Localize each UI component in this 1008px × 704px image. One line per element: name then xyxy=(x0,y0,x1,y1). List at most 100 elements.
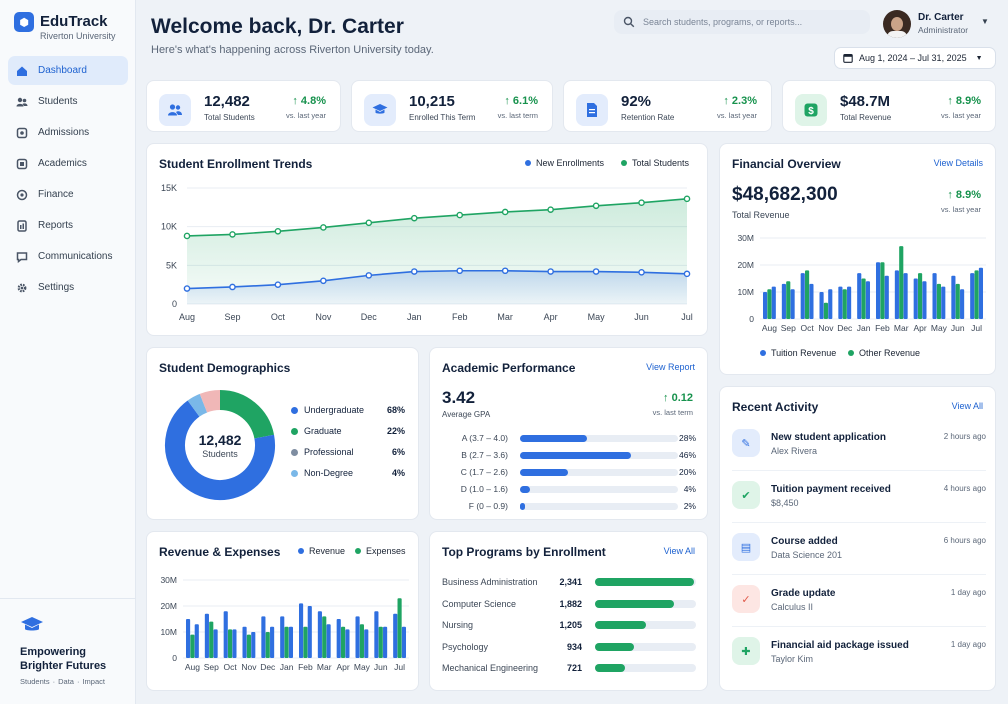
program-row[interactable]: Psychology 934 xyxy=(442,640,696,654)
activity-title: Tuition payment received xyxy=(771,484,891,495)
bar xyxy=(317,611,322,658)
program-count: 2,341 xyxy=(559,577,582,587)
sidebar-item-label: Students xyxy=(38,96,78,107)
kpi-value: 10,215 xyxy=(409,93,455,110)
legend-tuition-revenue: Tuition Revenue xyxy=(760,348,836,358)
x-tick-label: Dec xyxy=(260,662,276,672)
data-point xyxy=(638,268,645,276)
activity-time: 4 hours ago xyxy=(943,484,986,493)
user-name[interactable]: Dr. Carter xyxy=(918,12,964,23)
demographics-card: Student Demographics 12,482 Students Und… xyxy=(146,347,419,520)
kpi-label: Enrolled This Term xyxy=(409,113,476,122)
divider xyxy=(732,574,986,575)
sidebar-item-academics[interactable]: Academics xyxy=(8,149,128,178)
donut-slice xyxy=(187,393,208,417)
data-point xyxy=(183,232,191,240)
x-tick-label: Jan xyxy=(857,323,871,333)
sidebar-item-communications[interactable]: Communications xyxy=(8,242,128,271)
sidebar-item-settings[interactable]: Settings xyxy=(8,273,128,302)
y-tick-label: 5K xyxy=(166,260,177,270)
activity-time: 1 day ago xyxy=(950,588,986,597)
bar xyxy=(393,613,398,658)
user-role: Administrator xyxy=(918,25,969,35)
activity-item[interactable]: ▤ Course added Data Science 201 6 hours ago xyxy=(732,531,986,575)
view-details-link[interactable]: View Details xyxy=(933,158,983,168)
bar xyxy=(232,629,237,658)
kpi-card-retention[interactable]: 92% Retention Rate ↑ 2.3% vs. last year xyxy=(563,80,772,132)
x-tick-label: Sep xyxy=(204,662,219,672)
avatar[interactable] xyxy=(883,10,911,38)
x-tick-label: Apr xyxy=(336,662,349,672)
kpi-change: ↑ 4.8% xyxy=(292,95,326,107)
y-tick-label: 30M xyxy=(737,233,754,243)
kpi-card-total-students[interactable]: 12,482 Total Students ↑ 4.8% vs. last ye… xyxy=(146,80,341,132)
reports-icon xyxy=(16,219,28,232)
search-icon xyxy=(623,16,635,28)
top-programs-card: Top Programs by Enrollment View All Busi… xyxy=(429,531,708,691)
bar xyxy=(970,273,975,319)
svg-text:$: $ xyxy=(808,106,814,117)
sidebar-item-label: Admissions xyxy=(38,127,90,138)
series-line xyxy=(186,269,688,290)
sidebar-item-admissions[interactable]: Admissions xyxy=(8,118,128,147)
activity-item[interactable]: ✎ New student application Alex Rivera 2 hou… xyxy=(732,427,986,471)
bar xyxy=(326,624,331,658)
x-tick-label: Feb xyxy=(298,662,313,672)
kpi-value: $48.7M xyxy=(840,93,891,110)
bar xyxy=(364,629,369,658)
chevron-down-icon[interactable]: ▼ xyxy=(981,17,989,26)
program-row[interactable]: Nursing 1,205 xyxy=(442,618,696,632)
sidebar-item-students[interactable]: Students xyxy=(8,87,128,116)
view-all-programs-link[interactable]: View All xyxy=(663,546,695,556)
program-row[interactable]: Business Administration 2,341 xyxy=(442,575,696,589)
donut-slice xyxy=(165,400,275,500)
date-range-button[interactable]: Aug 1, 2024 – Jul 31, 2025 ▼ xyxy=(834,47,996,69)
program-bar-fill xyxy=(595,621,646,629)
x-tick-label: Aug xyxy=(185,662,200,672)
bar xyxy=(322,616,327,658)
data-point xyxy=(320,277,327,285)
kpi-label: Retention Rate xyxy=(621,113,675,122)
home-icon xyxy=(16,65,28,77)
search-input[interactable] xyxy=(643,17,853,27)
sidebar-item-dashboard[interactable]: Dashboard xyxy=(8,56,128,85)
bar xyxy=(209,621,214,658)
program-row[interactable]: Computer Science 1,882 xyxy=(442,597,696,611)
data-point xyxy=(365,219,373,227)
x-tick-label: Nov xyxy=(315,312,332,322)
program-row[interactable]: Mechanical Engineering 721 xyxy=(442,661,696,675)
sidebar-item-finance[interactable]: Finance xyxy=(8,180,128,209)
search-bar[interactable] xyxy=(614,10,870,34)
card-title: Recent Activity xyxy=(732,400,819,414)
financial-change: ↑ 8.9% xyxy=(947,189,981,201)
activity-item[interactable]: ✚ Financial aid package issued Taylor Kim 1… xyxy=(732,635,986,679)
bar xyxy=(280,616,285,658)
view-report-link[interactable]: View Report xyxy=(646,362,695,372)
x-tick-label: Mar xyxy=(497,312,513,322)
kpi-card-enrolled[interactable]: 10,215 Enrolled This Term ↑ 6.1% vs. las… xyxy=(351,80,553,132)
grade-label: C (1.7 – 2.6) xyxy=(460,467,508,477)
bar xyxy=(307,606,312,658)
bar xyxy=(941,286,946,319)
y-tick-label: 30M xyxy=(160,575,177,585)
sidebar-item-reports[interactable]: Reports xyxy=(8,211,128,240)
legend-new-enrollments: New Enrollments xyxy=(525,158,604,168)
view-all-activity-link[interactable]: View All xyxy=(951,401,983,411)
chat-icon xyxy=(16,251,28,263)
grade-label: F (0 – 0.9) xyxy=(468,501,508,511)
activity-item[interactable]: ✔ Tuition payment received $8,450 4 hours a… xyxy=(732,479,986,523)
sidebar-item-label: Dashboard xyxy=(38,65,87,76)
program-bar-fill xyxy=(595,664,626,672)
card-title: Student Demographics xyxy=(159,361,291,375)
kpi-card-revenue[interactable]: $ $48.7M Total Revenue ↑ 8.9% vs. last y… xyxy=(782,80,996,132)
x-tick-label: Jul xyxy=(971,323,982,333)
bar xyxy=(359,624,364,658)
donut-slice xyxy=(199,390,221,413)
kpi-period: vs. last year xyxy=(940,111,981,120)
activity-item[interactable]: ✓ Grade update Calculus II 1 day ago xyxy=(732,583,986,627)
demographics-row: Undergraduate 68% xyxy=(291,405,405,415)
bar xyxy=(875,262,881,319)
bar xyxy=(951,275,956,319)
grade-label: B (2.7 – 3.6) xyxy=(461,450,508,460)
data-point xyxy=(410,268,418,275)
